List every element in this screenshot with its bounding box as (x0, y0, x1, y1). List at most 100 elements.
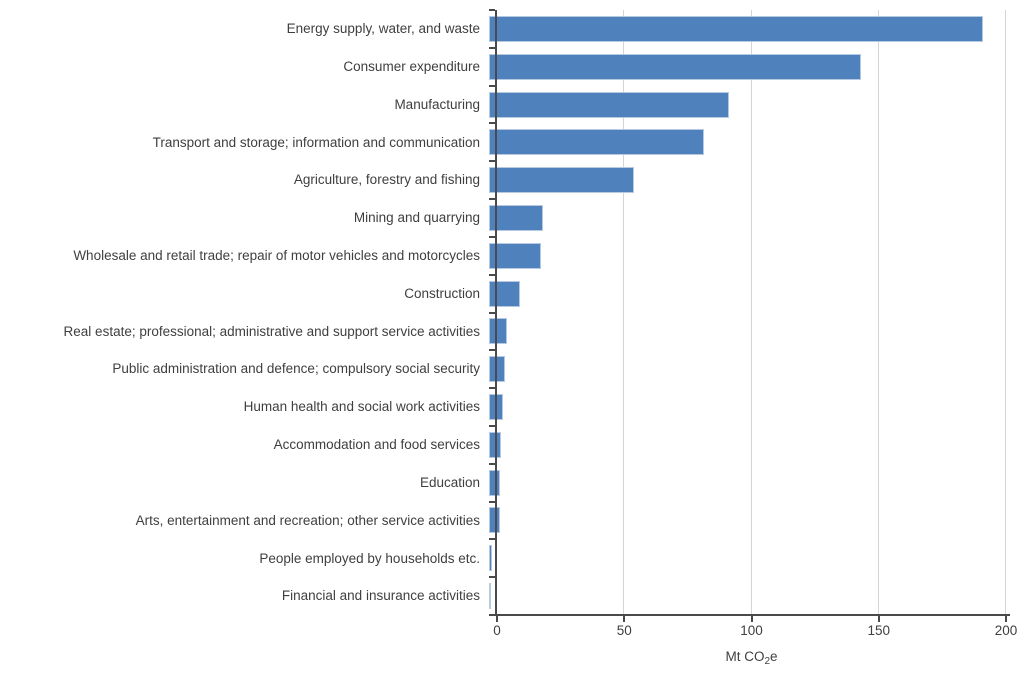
bar (489, 280, 521, 307)
y-tick (489, 349, 495, 352)
x-axis-title-subscript: 2 (764, 656, 771, 667)
chart-row: Energy supply, water, and waste (0, 10, 1006, 48)
y-tick (489, 273, 495, 276)
category-label: Wholesale and retail trade; repair of mo… (73, 248, 480, 264)
chart-row: Financial and insurance activities (0, 577, 1006, 615)
x-tick (877, 616, 880, 622)
gridline (750, 10, 752, 615)
bar-track (489, 426, 1006, 464)
chart-row: Agriculture, forestry and fishing (0, 161, 1006, 199)
bar-track (489, 275, 1006, 313)
x-axis-title-text: Mt CO (725, 649, 765, 664)
bar (489, 507, 501, 534)
bar-track (489, 237, 1006, 275)
chart-row: Consumer expenditure (0, 48, 1006, 86)
chart-row: Transport and storage; information and c… (0, 123, 1006, 161)
chart-row: Real estate; professional; administrativ… (0, 313, 1006, 351)
x-axis-ticks (496, 616, 1007, 622)
bar (489, 583, 492, 610)
category-label: Real estate; professional; administrativ… (63, 323, 480, 339)
bar (489, 318, 508, 345)
chart-row: Wholesale and retail trade; repair of mo… (0, 237, 1006, 275)
chart-row: People employed by households etc. (0, 539, 1006, 577)
y-axis-line (495, 10, 497, 616)
y-tick (489, 198, 495, 201)
bar-track (489, 350, 1006, 388)
y-tick (489, 311, 495, 314)
y-tick (489, 235, 495, 238)
category-label: Human health and social work activities (243, 399, 480, 415)
bar-track (489, 388, 1006, 426)
category-label: People employed by households etc. (259, 550, 480, 566)
y-tick (489, 160, 495, 163)
bar (489, 15, 983, 42)
bar (489, 129, 704, 156)
x-tick (623, 616, 626, 622)
y-tick (489, 500, 495, 503)
x-tick-label: 200 (994, 623, 1018, 638)
y-tick (489, 122, 495, 125)
y-tick (489, 576, 495, 579)
category-label: Consumer expenditure (343, 58, 480, 74)
category-label: Arts, entertainment and recreation; othe… (135, 512, 480, 528)
bar-track (489, 199, 1006, 237)
x-tick-label: 50 (616, 623, 632, 638)
y-tick (489, 538, 495, 541)
y-axis-ticks (489, 9, 495, 616)
bar-track (489, 464, 1006, 502)
bar (489, 53, 862, 80)
x-tick (750, 616, 753, 622)
y-tick (489, 84, 495, 87)
category-label: Construction (404, 285, 480, 301)
gridline (1005, 10, 1006, 615)
chart-row: Manufacturing (0, 86, 1006, 124)
bar (489, 545, 492, 572)
x-tick-label: 150 (867, 623, 891, 638)
category-label: Energy supply, water, and waste (286, 21, 480, 37)
category-label: Public administration and defence; compu… (112, 361, 480, 377)
bar (489, 356, 506, 383)
chart-row: Human health and social work activities (0, 388, 1006, 426)
bar-track (489, 577, 1006, 615)
x-tick (1005, 616, 1007, 622)
bar-track (489, 313, 1006, 351)
x-tick-label: 0 (493, 623, 501, 638)
bar-track (489, 161, 1006, 199)
category-label: Education (419, 474, 480, 490)
y-tick (489, 9, 495, 11)
category-label: Manufacturing (394, 96, 480, 112)
x-tick (496, 616, 498, 622)
rows: Energy supply, water, and waste Consumer … (0, 10, 1006, 615)
category-label: Transport and storage; information and c… (152, 134, 480, 150)
bar (489, 167, 634, 194)
bar-track (489, 10, 1006, 48)
bar (489, 204, 544, 231)
bar-track (489, 123, 1006, 161)
chart-row: Education (0, 464, 1006, 502)
chart-row: Accommodation and food services (0, 426, 1006, 464)
bar (489, 91, 730, 118)
category-label: Accommodation and food services (273, 437, 480, 453)
gridlines (497, 10, 1006, 615)
x-axis-title: Mt CO2e (497, 650, 1006, 667)
gridline (877, 10, 879, 615)
bar (489, 242, 541, 269)
bar-track (489, 48, 1006, 86)
x-axis-line (489, 614, 1010, 616)
bar-track (489, 86, 1006, 124)
x-axis-tick-labels: 0 50 100 150 200 (493, 623, 1017, 642)
chart-row: Mining and quarrying (0, 199, 1006, 237)
chart-row: Construction (0, 275, 1006, 313)
y-tick (489, 462, 495, 465)
gridline (623, 10, 625, 615)
chart-row: Arts, entertainment and recreation; othe… (0, 502, 1006, 540)
bar-track (489, 502, 1006, 540)
chart-row: Public administration and defence; compu… (0, 350, 1006, 388)
y-tick (489, 424, 495, 427)
category-label: Mining and quarrying (353, 210, 480, 226)
category-label: Agriculture, forestry and fishing (293, 172, 480, 188)
bar-track (489, 539, 1006, 577)
y-tick (489, 387, 495, 390)
y-tick (489, 46, 495, 49)
